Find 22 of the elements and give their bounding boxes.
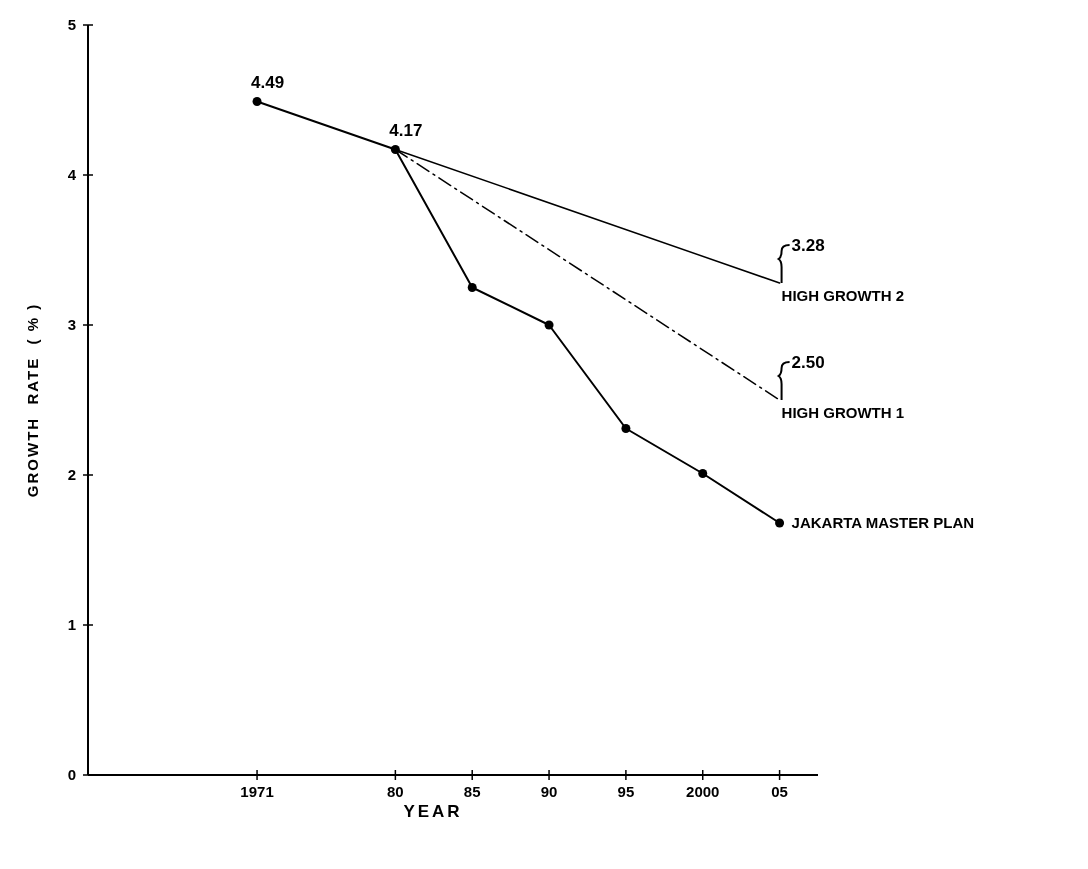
y-tick-label: 0 <box>67 766 77 783</box>
x-tick-label: 05 <box>771 783 788 800</box>
x-tick-label: 90 <box>540 783 558 800</box>
annotation: 2.50 <box>791 353 825 372</box>
x-tick-label: 1971 <box>240 783 274 800</box>
series-label: HIGH GROWTH 2 <box>781 287 905 304</box>
x-tick-label: 2000 <box>686 783 720 800</box>
x-tick-label: 80 <box>387 783 404 800</box>
y-axis-title: GROWTH RATE ( % ) <box>24 302 41 498</box>
y-tick-label: 4 <box>67 166 77 183</box>
y-tick-label: 2 <box>67 466 77 483</box>
x-tick-label: 95 <box>617 783 635 800</box>
x-tick-label: 85 <box>463 783 481 800</box>
y-tick-label: 1 <box>67 616 77 633</box>
x-axis-title: YEAR <box>403 802 463 821</box>
y-tick-label: 5 <box>67 16 77 33</box>
y-tick-label: 3 <box>67 316 77 333</box>
series-label: JAKARTA MASTER PLAN <box>791 514 975 531</box>
series-label: HIGH GROWTH 1 <box>781 404 905 421</box>
annotation: 4.17 <box>389 120 423 140</box>
annotation: 4.49 <box>251 72 285 92</box>
annotation: 3.28 <box>791 236 825 255</box>
